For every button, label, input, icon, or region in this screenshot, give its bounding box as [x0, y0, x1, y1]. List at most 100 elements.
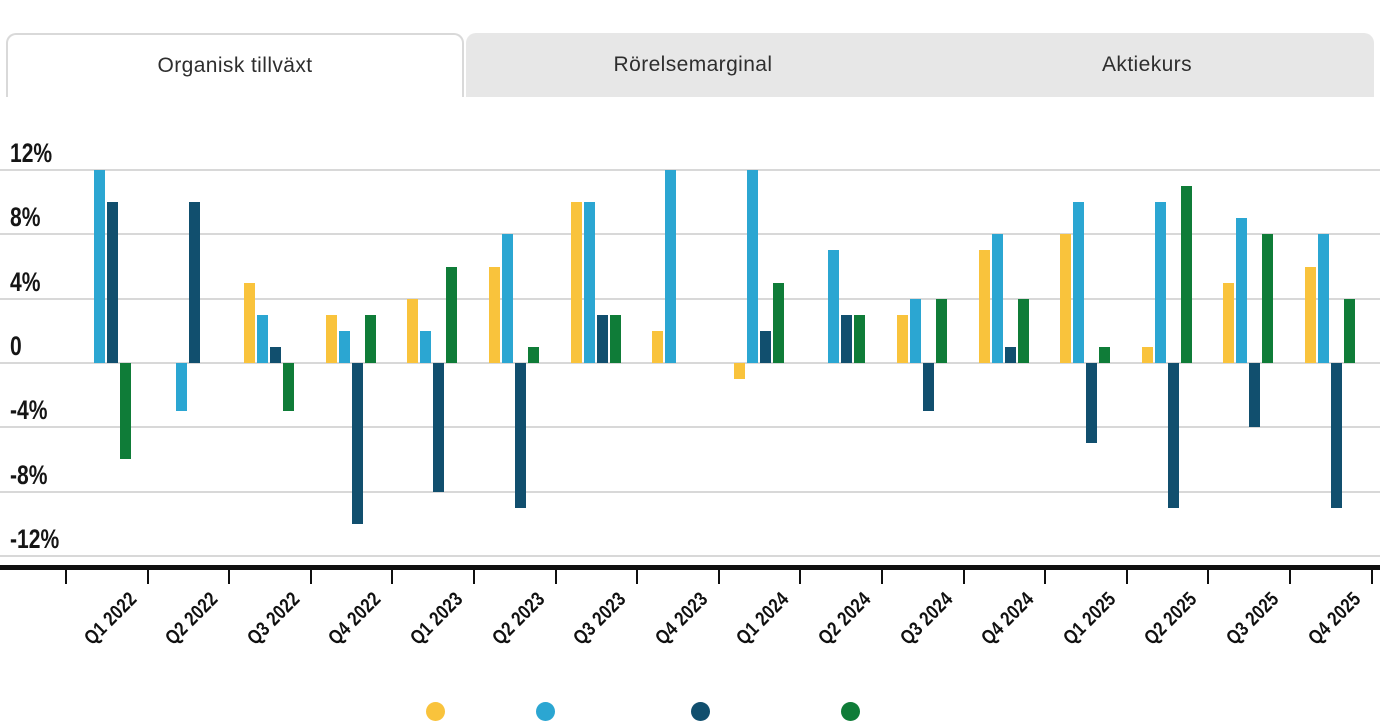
- y-tick-label-12: 12%: [10, 138, 53, 169]
- y-tick-label--4: -4%: [10, 395, 48, 426]
- x-category-label-text: Q1 2024: [732, 588, 794, 650]
- x-category-label-text: Q4 2023: [651, 588, 713, 650]
- bar-q1-2023-series-yellow: [407, 298, 419, 363]
- y-tick-label--12: -12%: [10, 523, 60, 554]
- bar-q4-2025-series-green: [1344, 298, 1355, 363]
- bar-q4-2025-series-yellow: [1305, 266, 1316, 363]
- tab-bar: Organisk tillväxt Rörelsemarginal Aktiek…: [6, 33, 1374, 97]
- x-category-label-text: Q3 2023: [569, 588, 631, 650]
- bar-q2-2023-series-darkblue: [515, 363, 526, 508]
- bar-q2-2024-series-green: [854, 314, 866, 363]
- x-tick-4: [391, 570, 394, 584]
- x-tick-15: [1289, 570, 1291, 584]
- gridline--4: [0, 426, 1380, 429]
- bar-q4-2022-series-darkblue: [351, 363, 363, 524]
- tab-organisk-tillvaxt[interactable]: Organisk tillväxt: [6, 33, 464, 97]
- bar-q3-2025-series-lightblue: [1236, 218, 1248, 363]
- bar-q2-2024-series-lightblue: [828, 250, 840, 363]
- bar-q1-2024-series-lightblue: [746, 170, 758, 363]
- bar-q2-2024-series-darkblue: [841, 314, 853, 363]
- bar-q2-2023-series-yellow: [489, 266, 500, 363]
- x-axis-line: [0, 565, 1380, 570]
- bar-q1-2025-series-darkblue: [1086, 363, 1098, 444]
- y-tick-label--8: -8%: [10, 459, 48, 490]
- x-category-label-text: Q2 2023: [487, 588, 550, 650]
- legend-dot-series-darkblue: [691, 702, 710, 721]
- bar-q3-2024-series-yellow: [897, 314, 908, 363]
- x-tick-14: [1207, 570, 1210, 584]
- bar-q1-2024-series-yellow: [733, 363, 745, 380]
- x-tick-5: [473, 570, 475, 584]
- bar-q1-2023-series-darkblue: [433, 363, 445, 492]
- x-category-label-text: Q4 2024: [977, 588, 1039, 650]
- bar-q1-2022-series-lightblue: [94, 170, 105, 363]
- bar-q1-2025-series-lightblue: [1073, 202, 1085, 363]
- y-tick-label-4: 4%: [10, 266, 41, 297]
- bar-q3-2023-series-darkblue: [596, 314, 608, 363]
- x-tick-0: [65, 570, 67, 584]
- bar-q1-2023-series-lightblue: [420, 330, 432, 363]
- bar-q3-2025-series-green: [1262, 234, 1274, 363]
- bar-q4-2024-series-yellow: [978, 250, 990, 363]
- bar-q2-2025-series-green: [1180, 186, 1192, 363]
- bar-q4-2025-series-lightblue: [1318, 234, 1329, 363]
- gridline--12: [0, 554, 1380, 557]
- tab-rorelsemarginal[interactable]: Rörelsemarginal: [466, 33, 920, 97]
- bar-q4-2022-series-lightblue: [338, 330, 350, 363]
- x-category-label-text: Q3 2024: [895, 588, 958, 650]
- bar-q2-2022-series-lightblue: [175, 363, 187, 412]
- x-category-label-text: Q4 2025: [1303, 588, 1366, 650]
- x-tick-1: [146, 570, 149, 584]
- x-tick-9: [799, 570, 802, 584]
- bar-q3-2022-series-green: [283, 363, 295, 412]
- x-category-label-text: Q3 2025: [1222, 588, 1284, 650]
- bar-q3-2023-series-yellow: [570, 202, 582, 363]
- bar-q3-2022-series-lightblue: [257, 314, 269, 363]
- x-category-label-text: Q4 2022: [324, 588, 386, 650]
- bar-q3-2025-series-yellow: [1223, 282, 1235, 363]
- bar-q1-2025-series-green: [1099, 346, 1111, 363]
- gridline-12: [0, 169, 1380, 172]
- x-tick-16: [1370, 570, 1373, 584]
- x-category-label-text: Q1 2023: [406, 588, 468, 650]
- bar-q2-2022-series-darkblue: [188, 202, 200, 363]
- x-tick-12: [1044, 570, 1047, 584]
- y-tick-label-8: 8%: [10, 202, 41, 233]
- bar-q3-2024-series-lightblue: [910, 298, 921, 363]
- x-tick-2: [228, 570, 231, 584]
- bar-q1-2022-series-green: [120, 363, 131, 460]
- legend-dot-series-green: [841, 702, 860, 721]
- bar-q4-2024-series-green: [1017, 298, 1029, 363]
- gridline-0: [0, 362, 1380, 364]
- bar-q3-2022-series-darkblue: [270, 346, 282, 363]
- tab-aktiekurs-label: Aktiekurs: [1102, 53, 1192, 76]
- bar-q4-2023-series-lightblue: [665, 170, 677, 363]
- bar-q1-2022-series-darkblue: [107, 202, 118, 363]
- bar-q1-2025-series-yellow: [1060, 234, 1072, 363]
- x-category-label-text: Q2 2025: [1140, 588, 1202, 650]
- tab-organisk-tillvaxt-label: Organisk tillväxt: [157, 54, 313, 77]
- bar-q4-2025-series-darkblue: [1331, 363, 1342, 508]
- x-category-label-text: Q2 2024: [814, 588, 876, 650]
- x-tick-13: [1125, 570, 1128, 584]
- legend-dot-series-yellow: [426, 702, 445, 721]
- x-category-label-text: Q1 2022: [79, 588, 142, 650]
- bar-q4-2024-series-lightblue: [991, 234, 1003, 363]
- x-tick-10: [881, 570, 883, 584]
- bar-q3-2023-series-green: [609, 314, 621, 363]
- bar-q1-2024-series-darkblue: [759, 330, 771, 363]
- x-tick-8: [717, 570, 720, 584]
- legend-dot-series-lightblue: [536, 702, 555, 721]
- bar-q4-2024-series-darkblue: [1004, 346, 1016, 363]
- x-tick-7: [636, 570, 639, 584]
- tab-rorelsemarginal-label: Rörelsemarginal: [613, 53, 773, 76]
- gridline-8: [0, 233, 1380, 236]
- bar-q3-2024-series-green: [936, 298, 947, 363]
- x-category-label-text: Q2 2022: [161, 588, 223, 650]
- bar-q3-2025-series-darkblue: [1249, 363, 1261, 428]
- tab-aktiekurs[interactable]: Aktiekurs: [920, 33, 1374, 97]
- bar-q4-2023-series-yellow: [652, 330, 664, 363]
- gridline--8: [0, 490, 1380, 493]
- x-tick-6: [554, 570, 557, 584]
